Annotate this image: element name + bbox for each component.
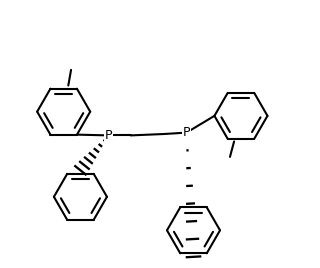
Text: P: P: [105, 129, 112, 142]
Text: P: P: [183, 126, 190, 139]
